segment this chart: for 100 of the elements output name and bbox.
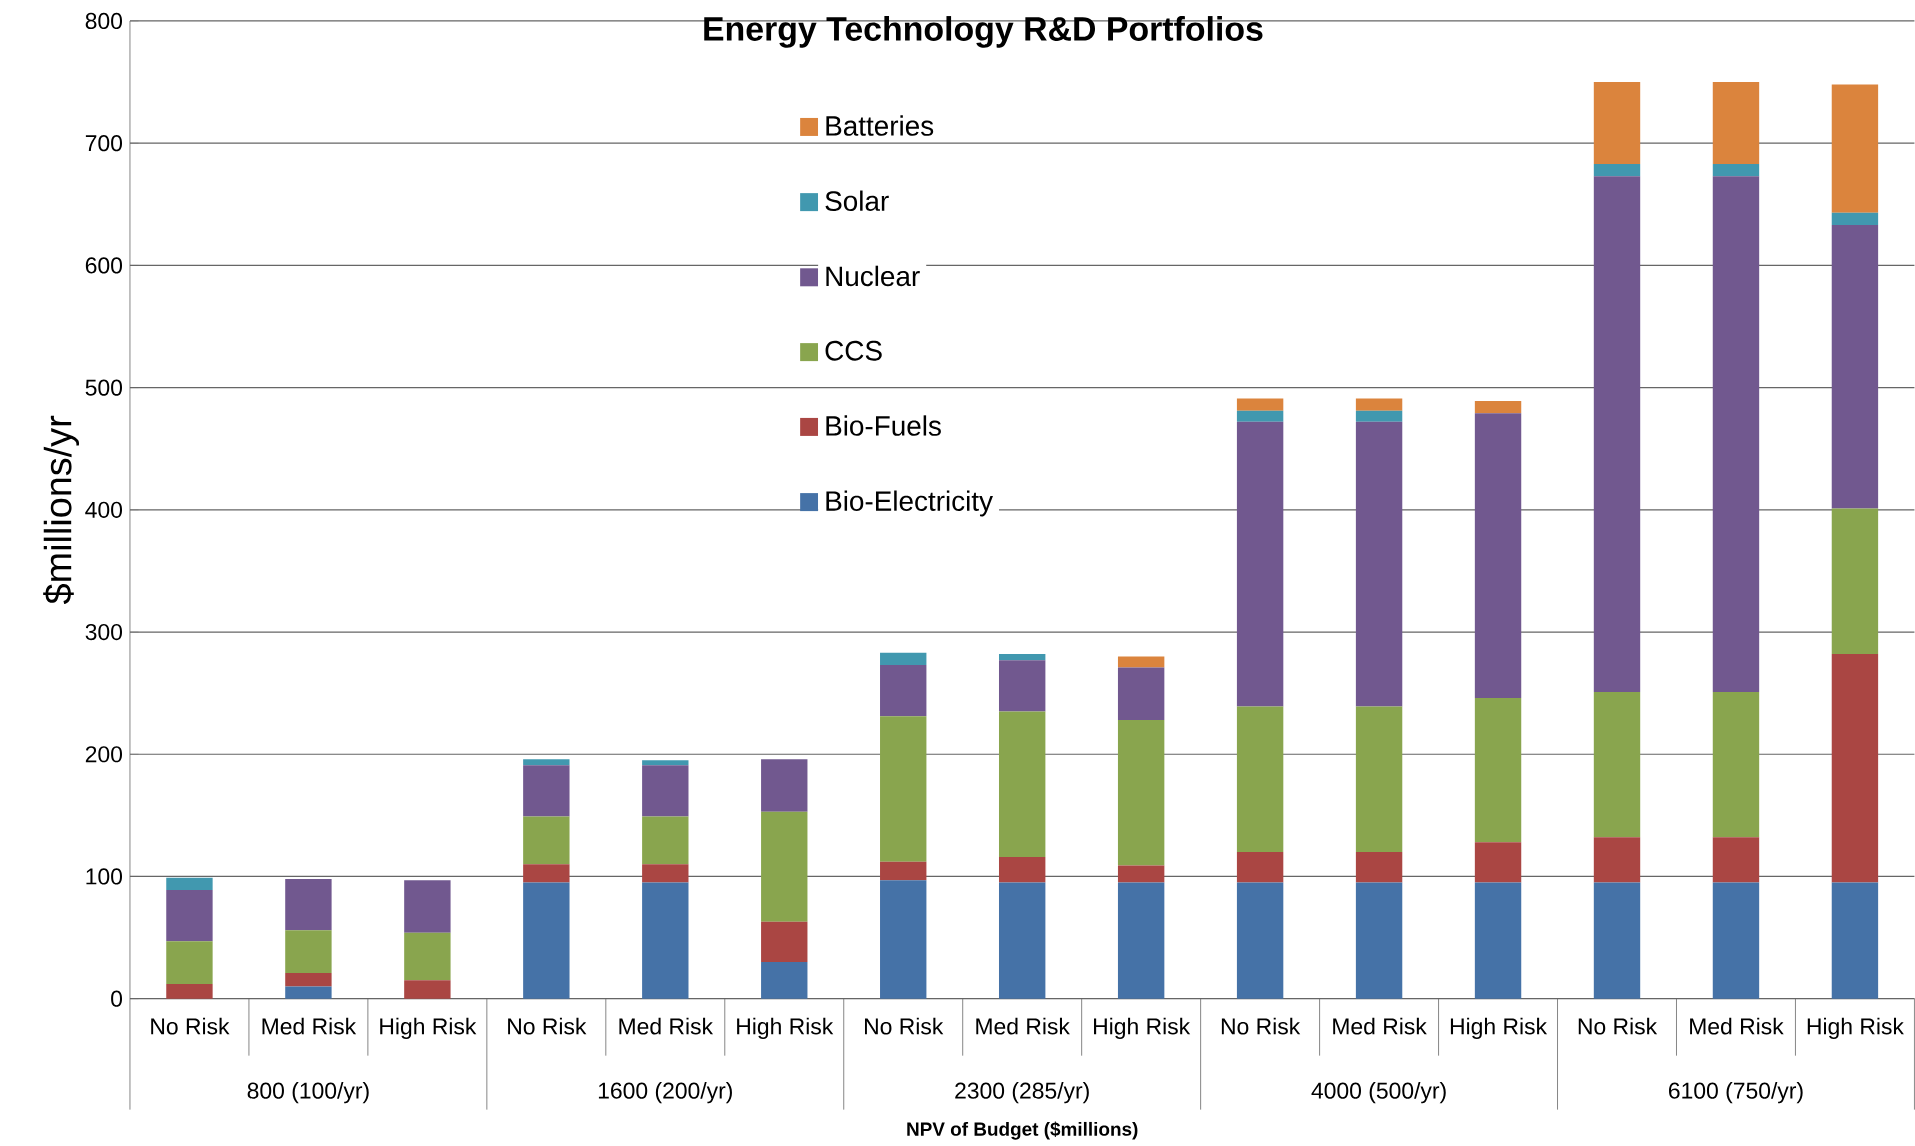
bar bbox=[1831, 508, 1879, 654]
bar bbox=[1593, 163, 1641, 177]
bar bbox=[1593, 691, 1641, 838]
y-tick-label: 700 bbox=[85, 134, 123, 152]
bar bbox=[1712, 837, 1760, 883]
bar bbox=[1355, 851, 1403, 883]
bar bbox=[880, 716, 927, 862]
text: 2300 (285/yr) bbox=[955, 1081, 1089, 1104]
y-tick-label: 600 bbox=[85, 257, 123, 274]
bar bbox=[523, 882, 570, 999]
bar bbox=[1236, 421, 1284, 707]
bar bbox=[1236, 398, 1284, 411]
bar bbox=[998, 882, 1046, 999]
bar bbox=[1474, 882, 1522, 999]
y-tick-label: 300 bbox=[85, 623, 123, 640]
bar bbox=[1712, 882, 1760, 999]
bar bbox=[1117, 667, 1165, 720]
text: 800 (100/yr) bbox=[247, 1081, 369, 1104]
bar bbox=[1593, 81, 1641, 164]
bar bbox=[1831, 84, 1879, 213]
bar bbox=[1593, 837, 1641, 883]
x-tick-label: Med Risk bbox=[1333, 1017, 1427, 1035]
text: 1600 (200/yr) bbox=[598, 1081, 732, 1104]
bar bbox=[523, 758, 570, 766]
x-tick-label: High Risk bbox=[1094, 1017, 1191, 1039]
bar bbox=[1117, 656, 1165, 668]
bar bbox=[285, 930, 332, 973]
y-tick-label: 800 bbox=[85, 12, 123, 29]
x-tick-label: No Risk bbox=[1578, 1017, 1658, 1035]
bar bbox=[998, 660, 1046, 712]
bar bbox=[1831, 212, 1879, 225]
bar bbox=[642, 765, 689, 817]
bar bbox=[1474, 400, 1522, 414]
bar bbox=[523, 765, 570, 817]
bar bbox=[998, 856, 1046, 883]
bar bbox=[404, 932, 451, 981]
bar bbox=[1712, 691, 1760, 838]
bar bbox=[761, 961, 808, 999]
bar bbox=[1712, 163, 1760, 177]
bar bbox=[285, 986, 332, 999]
x-tick-label: High Risk bbox=[737, 1017, 834, 1039]
bar bbox=[880, 879, 927, 999]
bar bbox=[1474, 697, 1522, 843]
bar bbox=[523, 864, 570, 883]
x-tick-label: High Risk bbox=[1450, 1017, 1548, 1039]
bar bbox=[404, 980, 451, 999]
bar bbox=[1593, 882, 1641, 999]
x-tick-label: Med Risk bbox=[976, 1017, 1070, 1035]
bar bbox=[1712, 81, 1760, 164]
text: 6100 (750/yr) bbox=[1669, 1081, 1803, 1104]
bar bbox=[761, 758, 808, 812]
bar bbox=[1474, 413, 1522, 698]
y-tick-label: 200 bbox=[85, 746, 123, 763]
bar bbox=[998, 653, 1046, 660]
bar bbox=[1236, 706, 1284, 852]
bar bbox=[761, 921, 808, 962]
bar bbox=[1117, 719, 1165, 866]
bar bbox=[1236, 851, 1284, 883]
bar bbox=[1117, 865, 1165, 883]
x-tick-label: Med Risk bbox=[262, 1017, 357, 1035]
bar bbox=[166, 941, 213, 984]
bar bbox=[642, 882, 689, 999]
bar bbox=[1236, 410, 1284, 422]
legend-label: Bio-Electricity bbox=[826, 490, 993, 517]
bar bbox=[166, 889, 213, 942]
bar bbox=[166, 983, 213, 999]
legend-label: Bio-Fuels bbox=[826, 415, 941, 436]
x-axis-title: NPV of Budget ($millions) bbox=[907, 1121, 1138, 1140]
bar bbox=[1355, 421, 1403, 707]
bar bbox=[1831, 224, 1879, 509]
legend-label: Nuclear bbox=[826, 265, 920, 287]
x-tick-label: High Risk bbox=[1807, 1017, 1904, 1039]
bar bbox=[880, 652, 927, 665]
y-tick-label: 100 bbox=[86, 868, 123, 885]
x-tick-label: Med Risk bbox=[619, 1017, 714, 1035]
legend-label: Batteries bbox=[826, 115, 934, 136]
bar bbox=[285, 972, 332, 987]
x-tick-label: Med Risk bbox=[1690, 1017, 1784, 1035]
bar bbox=[998, 711, 1046, 857]
legend-label: CCS bbox=[825, 340, 882, 361]
bar bbox=[1355, 882, 1403, 999]
bar bbox=[642, 760, 689, 766]
bar bbox=[1355, 410, 1403, 422]
bar bbox=[1236, 882, 1284, 999]
bar bbox=[1117, 882, 1165, 999]
bar bbox=[1712, 176, 1760, 692]
chart-title: Energy Technology R&D Portfolios bbox=[704, 15, 1263, 48]
bar bbox=[523, 816, 570, 865]
bar bbox=[404, 879, 451, 933]
bar bbox=[1831, 653, 1879, 883]
bar bbox=[761, 811, 808, 922]
bar bbox=[285, 878, 332, 931]
x-tick-label: No Risk bbox=[151, 1017, 230, 1035]
legend-label: Solar bbox=[825, 190, 889, 211]
bar bbox=[1355, 706, 1403, 852]
bar bbox=[880, 664, 927, 717]
bar bbox=[166, 877, 213, 890]
text: 4000 (500/yr) bbox=[1311, 1081, 1446, 1104]
x-tick-label: No Risk bbox=[508, 1017, 587, 1035]
x-tick-label: No Risk bbox=[1221, 1017, 1301, 1035]
